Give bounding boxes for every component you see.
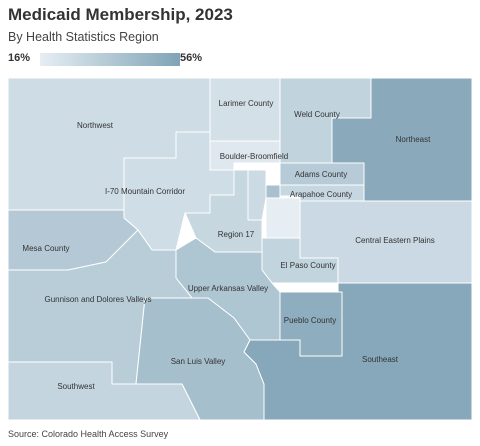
label-southwest: Southwest — [57, 382, 95, 391]
label-boulder: Boulder-Broomfield — [220, 152, 288, 161]
label-adams: Adams County — [295, 170, 347, 179]
label-pueblo: Pueblo County — [284, 316, 336, 325]
map-subtitle: By Health Statistics Region — [8, 30, 159, 44]
label-region17: Region 17 — [218, 230, 255, 239]
region-larimer[interactable] — [209, 77, 281, 142]
label-southeast: Southeast — [362, 355, 399, 364]
label-gunnison: Gunnison and Dolores Valleys — [44, 295, 151, 304]
legend-min-label: 16% — [8, 52, 31, 64]
legend-gradient-bar — [40, 53, 180, 66]
legend-max-label: 56% — [180, 52, 203, 64]
label-larimer: Larimer County — [219, 99, 274, 108]
label-el-paso: El Paso County — [280, 261, 335, 270]
label-upper-arkansas: Upper Arkansas Valley — [188, 284, 268, 293]
label-central-eastern: Central Eastern Plains — [355, 236, 435, 245]
label-mesa: Mesa County — [22, 244, 69, 253]
region-southwest[interactable] — [7, 361, 201, 421]
map-title: Medicaid Membership, 2023 — [8, 5, 233, 24]
color-legend: 16% 56% — [8, 51, 208, 67]
label-northeast: Northeast — [396, 135, 431, 144]
source-note: Source: Colorado Health Access Survey — [8, 429, 169, 439]
label-san-luis: San Luis Valley — [171, 357, 226, 366]
label-weld: Weld County — [294, 110, 340, 119]
region-douglas — [265, 197, 301, 239]
region-denver — [265, 184, 281, 199]
label-arapahoe: Arapahoe County — [290, 190, 352, 199]
label-i70: I-70 Mountain Corridor — [105, 187, 185, 196]
region-southeast[interactable] — [243, 282, 473, 421]
label-northwest: Northwest — [77, 121, 114, 130]
region-jefferson — [247, 169, 267, 221]
